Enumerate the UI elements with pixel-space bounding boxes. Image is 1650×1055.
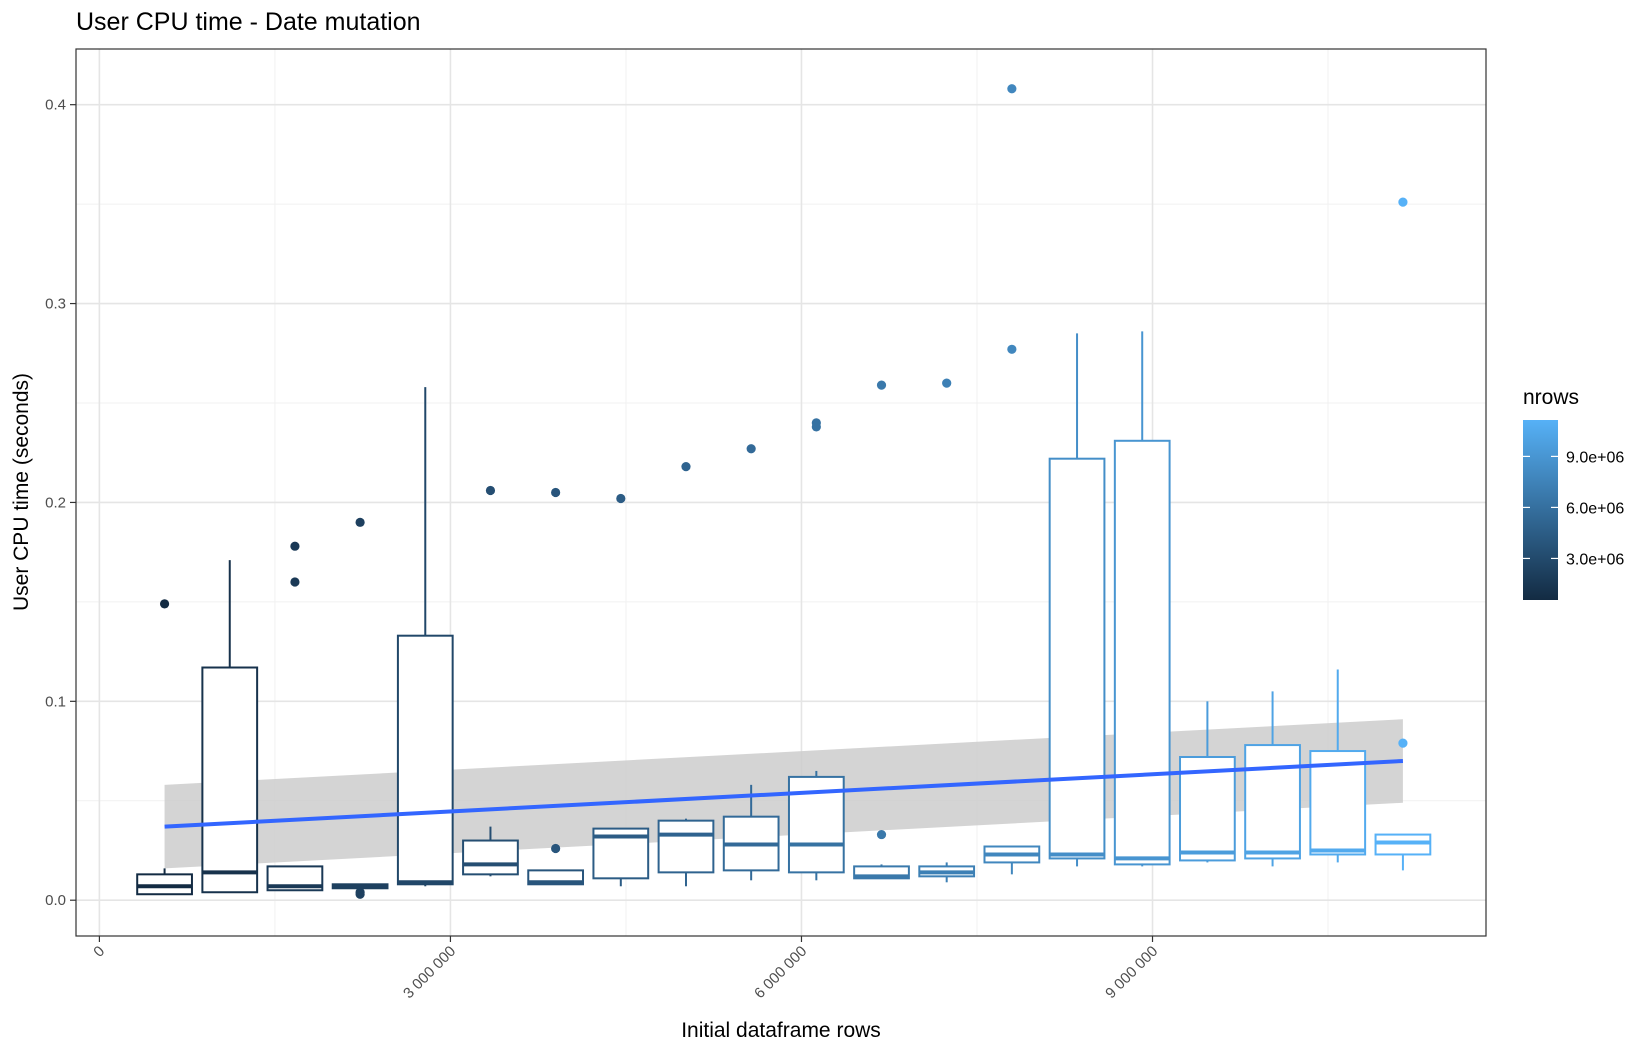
- legend-tick-label: 3.0e+06: [1566, 551, 1624, 568]
- x-tick-label: 9 000 000: [1102, 943, 1161, 1002]
- x-tick-label: 6 000 000: [751, 943, 810, 1002]
- boxplot: [722, 784, 780, 881]
- trend-line: [164, 758, 1404, 829]
- x-axis-title: Initial dataframe rows: [681, 1019, 881, 1042]
- boxplot: [592, 827, 650, 887]
- boxplot-box: [1113, 439, 1171, 866]
- outlier-point: [355, 887, 365, 897]
- boxplot-box: [396, 634, 454, 886]
- plot-panel-border: [75, 48, 1487, 937]
- outlier-point: [616, 493, 626, 504]
- boxplot: [1244, 691, 1301, 867]
- boxplot-box: [1048, 457, 1106, 860]
- outlier-point: [1007, 344, 1017, 354]
- boxplot: [853, 864, 910, 880]
- outlier-point: [876, 380, 887, 390]
- x-tick-label: 0: [90, 943, 108, 961]
- boxplot: [396, 387, 454, 887]
- legend-ticks: 3.0e+06 6.0e+06 9.0e+06: [1523, 449, 1624, 568]
- x-tick-label: 3 000 000: [400, 943, 459, 1002]
- outlier-point: [551, 843, 561, 854]
- outlier-point: [1398, 197, 1408, 207]
- boxplot: [787, 770, 845, 881]
- y-axis-title: User CPU time (seconds): [10, 373, 33, 611]
- outlier-point: [290, 577, 300, 587]
- outlier-point: [746, 444, 756, 454]
- outlier-point: [681, 462, 691, 472]
- outlier-point: [290, 541, 300, 551]
- boxplot-box: [1244, 744, 1301, 860]
- outlier-point: [485, 485, 496, 496]
- boxplot: [136, 868, 193, 896]
- boxplot-box: [201, 666, 259, 894]
- boxplot: [201, 560, 259, 894]
- boxplot: [266, 865, 324, 892]
- trend-line-layer: [164, 758, 1404, 829]
- boxplot: [1113, 331, 1171, 867]
- boxplot: [1309, 669, 1367, 863]
- boxplot: [1048, 333, 1106, 867]
- outlier-point: [355, 517, 365, 527]
- legend-tick-label: 6.0e+06: [1566, 500, 1624, 517]
- y-tick-label: 0.3: [45, 296, 66, 313]
- legend: nrows 3.0e+06 6.0e+06 9.0e+06: [1523, 386, 1624, 600]
- boxplot: [918, 862, 976, 883]
- y-tick-label: 0.4: [45, 97, 66, 114]
- legend-colorbar: [1523, 420, 1558, 600]
- boxplot: [462, 826, 519, 877]
- boxplot: [983, 845, 1041, 875]
- y-tick-label: 0.2: [45, 494, 66, 511]
- chart-title: User CPU time - Date mutation: [76, 8, 421, 36]
- outlier-point: [876, 829, 887, 840]
- outlier-layer: [159, 84, 1408, 899]
- outlier-point: [159, 599, 170, 609]
- legend-tick-label: 9.0e+06: [1566, 449, 1624, 466]
- outlier-point: [1007, 84, 1017, 94]
- boxplot-box: [462, 839, 519, 876]
- y-tick-label: 0.0: [45, 892, 66, 909]
- boxplot: [1374, 833, 1432, 871]
- outlier-point: [811, 418, 821, 428]
- legend-title: nrows: [1523, 386, 1579, 409]
- boxplot: [527, 869, 585, 886]
- outlier-point: [551, 487, 561, 498]
- boxplot-layer: [136, 331, 1432, 896]
- outlier-point: [1398, 738, 1408, 748]
- outlier-point: [942, 378, 952, 388]
- boxplot-box: [657, 819, 715, 874]
- boxplot-box: [1309, 750, 1367, 856]
- y-tick-label: 0.1: [45, 693, 66, 710]
- boxplot: [657, 818, 715, 887]
